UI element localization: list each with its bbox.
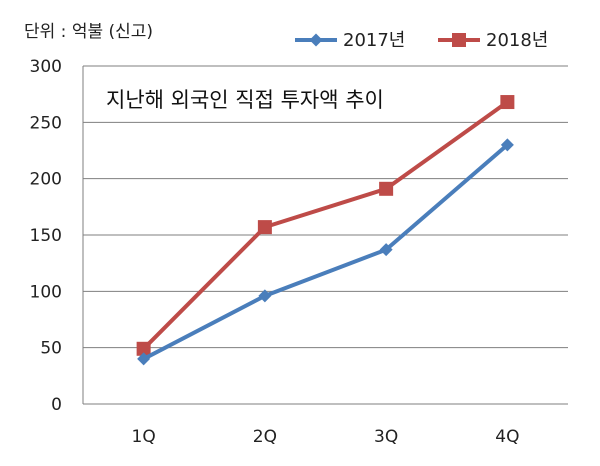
y-axis-ticks: 0 50 100 150 200 250 300 bbox=[30, 57, 62, 415]
data-point bbox=[379, 181, 394, 196]
data-point bbox=[137, 352, 151, 366]
x-tick-label: 2Q bbox=[253, 427, 277, 447]
data-point bbox=[500, 138, 514, 152]
unit-label: 단위 : 억불 (신고) bbox=[24, 22, 153, 42]
data-point bbox=[452, 33, 466, 47]
legend-item: 2018년 bbox=[438, 30, 548, 51]
legend-label: 2018년 bbox=[486, 30, 548, 51]
legend-item: 2017년 bbox=[295, 30, 405, 51]
y-tick-label: 50 bbox=[40, 339, 62, 359]
data-point bbox=[309, 33, 323, 47]
y-tick-label: 0 bbox=[51, 395, 62, 415]
series-diamond bbox=[137, 138, 514, 366]
x-tick-label: 1Q bbox=[132, 427, 156, 447]
series-line bbox=[142, 143, 509, 361]
x-tick-label: 4Q bbox=[495, 427, 519, 447]
y-tick-label: 200 bbox=[30, 170, 62, 190]
data-point bbox=[379, 243, 393, 257]
series-square bbox=[136, 95, 515, 356]
legend: 2017년 2018년 bbox=[295, 30, 548, 51]
y-tick-label: 300 bbox=[30, 57, 62, 77]
series-line bbox=[142, 100, 509, 351]
data-point bbox=[500, 95, 515, 110]
x-tick-label: 3Q bbox=[374, 427, 398, 447]
legend-label: 2017년 bbox=[343, 30, 405, 51]
x-axis-ticks: 1Q 2Q 3Q 4Q bbox=[132, 427, 520, 447]
data-point bbox=[257, 220, 272, 235]
data-point bbox=[258, 289, 272, 303]
y-tick-label: 250 bbox=[30, 113, 62, 133]
series-group bbox=[136, 95, 515, 366]
data-point bbox=[136, 341, 151, 356]
y-tick-label: 150 bbox=[30, 226, 62, 246]
chart-title: 지난해 외국인 직접 투자액 추이 bbox=[106, 88, 384, 112]
y-tick-label: 100 bbox=[30, 282, 62, 302]
